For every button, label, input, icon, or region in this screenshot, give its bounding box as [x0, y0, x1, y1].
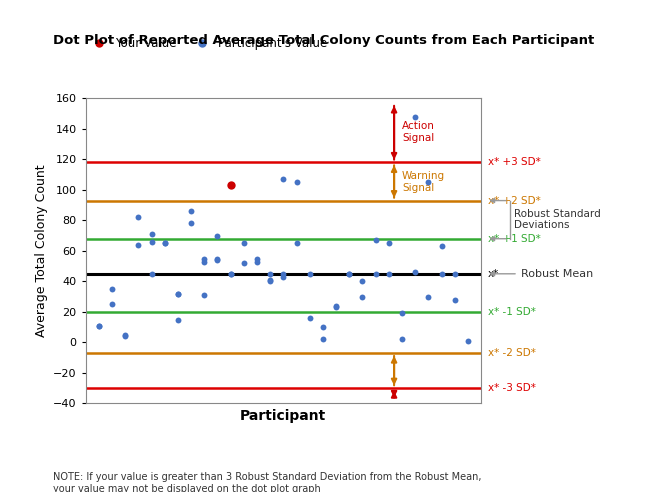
- Point: [212, 232, 223, 240]
- Point: [107, 300, 117, 308]
- Point: [159, 239, 170, 247]
- Point: [186, 219, 196, 227]
- Point: [94, 322, 104, 330]
- Point: [423, 293, 434, 301]
- Point: [278, 175, 289, 183]
- Point: [186, 207, 196, 215]
- Y-axis label: Average Total Colony Count: Average Total Colony Count: [34, 165, 47, 337]
- Point: [344, 270, 355, 277]
- Point: [252, 258, 262, 266]
- X-axis label: Participant: Participant: [241, 409, 326, 423]
- Text: x* -3 SD*: x* -3 SD*: [488, 383, 536, 393]
- Point: [107, 285, 117, 293]
- Text: Robust Standard
Deviations: Robust Standard Deviations: [514, 209, 601, 230]
- Point: [384, 239, 394, 247]
- Point: [146, 270, 157, 277]
- Text: x* +3 SD*: x* +3 SD*: [488, 157, 540, 167]
- Point: [384, 270, 394, 277]
- Point: [146, 230, 157, 238]
- Text: Warning
Signal: Warning Signal: [402, 172, 445, 193]
- Text: Robust Mean: Robust Mean: [521, 269, 593, 279]
- Text: NOTE: If your value is greater than 3 Robust Standard Deviation from the Robust : NOTE: If your value is greater than 3 Ro…: [53, 472, 481, 492]
- Point: [199, 254, 210, 262]
- Point: [120, 331, 130, 338]
- Point: [304, 270, 315, 277]
- Point: [225, 270, 236, 277]
- Point: [331, 304, 341, 311]
- Point: [212, 254, 223, 262]
- Point: [370, 270, 381, 277]
- Point: [265, 276, 275, 284]
- Point: [463, 337, 473, 345]
- Point: [397, 309, 407, 317]
- Point: [344, 270, 355, 277]
- Point: [239, 239, 249, 247]
- Point: [199, 291, 210, 299]
- Point: [278, 273, 289, 281]
- Point: [357, 293, 368, 301]
- Point: [120, 333, 130, 340]
- Point: [225, 270, 236, 277]
- Point: [291, 239, 302, 247]
- Text: x* -2 SD*: x* -2 SD*: [488, 348, 536, 358]
- Point: [225, 182, 236, 189]
- Point: [173, 290, 183, 298]
- Point: [173, 290, 183, 298]
- Point: [173, 316, 183, 324]
- Point: [370, 236, 381, 244]
- Point: [318, 336, 328, 343]
- Point: [133, 241, 144, 249]
- Text: Dot Plot of Reported Average Total Colony Counts from Each Participant: Dot Plot of Reported Average Total Colon…: [53, 34, 594, 47]
- Text: x* -1 SD*: x* -1 SD*: [488, 307, 536, 317]
- Point: [449, 296, 460, 304]
- Legend: Your Value, Participant's Value: Your Value, Participant's Value: [88, 37, 327, 50]
- Point: [212, 256, 223, 264]
- Point: [291, 178, 302, 186]
- Point: [331, 302, 341, 310]
- Point: [436, 243, 447, 250]
- Point: [397, 336, 407, 343]
- Point: [304, 314, 315, 322]
- Point: [318, 323, 328, 331]
- Point: [252, 254, 262, 262]
- Point: [265, 277, 275, 285]
- Point: [436, 270, 447, 277]
- Point: [278, 270, 289, 277]
- Text: x*: x*: [488, 269, 499, 279]
- Point: [133, 214, 144, 221]
- Text: Action
Signal: Action Signal: [402, 121, 435, 143]
- Point: [410, 268, 420, 276]
- Point: [410, 113, 420, 121]
- Point: [159, 239, 170, 247]
- Point: [94, 322, 104, 330]
- Text: x* +1 SD*: x* +1 SD*: [488, 234, 540, 244]
- Point: [265, 270, 275, 277]
- Point: [423, 178, 434, 186]
- Point: [199, 258, 210, 266]
- Point: [146, 238, 157, 246]
- Point: [357, 277, 368, 285]
- Text: x* +2 SD*: x* +2 SD*: [488, 196, 540, 206]
- Point: [239, 259, 249, 267]
- Point: [449, 270, 460, 277]
